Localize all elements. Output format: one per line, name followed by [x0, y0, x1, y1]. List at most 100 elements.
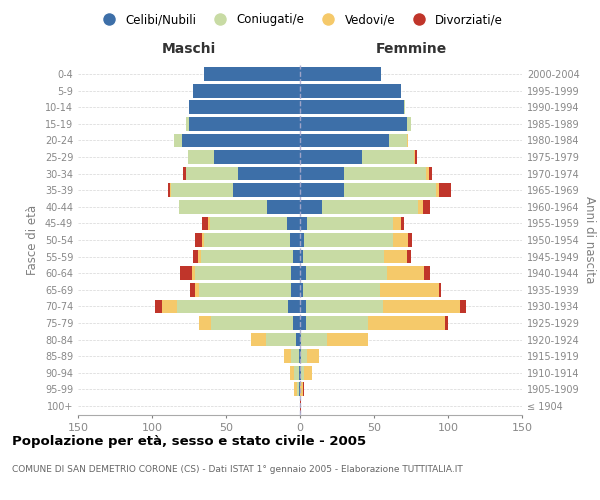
Bar — [208, 216, 210, 230]
Bar — [180, 266, 192, 280]
Bar — [201, 250, 293, 264]
Bar — [306, 266, 388, 280]
Bar — [189, 100, 300, 114]
Y-axis label: Fasce di età: Fasce di età — [26, 205, 39, 275]
Bar — [301, 350, 307, 363]
Bar — [183, 167, 186, 180]
Bar — [195, 266, 291, 280]
Bar — [155, 300, 163, 313]
Bar — [233, 184, 300, 197]
Legend: Celibi/Nubili, Coniugati/e, Vedovi/e, Divorziati/e: Celibi/Nubili, Coniugati/e, Vedovi/e, Di… — [92, 8, 508, 31]
Bar — [284, 350, 291, 363]
Bar — [192, 266, 195, 280]
Bar — [301, 366, 304, 380]
Bar — [344, 184, 436, 197]
Bar — [303, 382, 304, 396]
Bar — [195, 283, 199, 296]
Bar — [303, 250, 385, 264]
Bar — [170, 184, 171, 197]
Bar — [174, 134, 182, 147]
Bar — [300, 300, 306, 313]
Bar — [290, 366, 294, 380]
Bar — [177, 300, 288, 313]
Bar — [291, 266, 300, 280]
Bar — [307, 216, 393, 230]
Bar — [168, 184, 170, 197]
Bar — [445, 316, 448, 330]
Bar — [407, 134, 408, 147]
Bar — [189, 117, 300, 130]
Bar — [214, 150, 300, 164]
Y-axis label: Anni di nascita: Anni di nascita — [583, 196, 596, 284]
Text: Femmine: Femmine — [376, 42, 446, 56]
Bar — [380, 283, 439, 296]
Bar — [293, 250, 300, 264]
Bar — [407, 117, 411, 130]
Bar — [383, 300, 460, 313]
Bar — [300, 117, 407, 130]
Bar — [268, 200, 300, 213]
Bar — [300, 134, 389, 147]
Bar — [300, 399, 301, 412]
Bar — [238, 167, 300, 180]
Bar — [426, 167, 429, 180]
Bar — [415, 150, 417, 164]
Text: Popolazione per età, sesso e stato civile - 2005: Popolazione per età, sesso e stato civil… — [12, 435, 366, 448]
Bar — [188, 150, 214, 164]
Bar — [300, 233, 304, 247]
Bar — [300, 350, 301, 363]
Bar — [362, 150, 414, 164]
Bar — [182, 134, 300, 147]
Bar — [301, 332, 326, 346]
Bar — [202, 216, 208, 230]
Bar — [429, 167, 432, 180]
Bar — [401, 216, 404, 230]
Bar — [294, 382, 297, 396]
Bar — [300, 266, 306, 280]
Bar — [300, 200, 322, 213]
Bar — [460, 300, 466, 313]
Bar — [326, 332, 368, 346]
Bar — [293, 316, 300, 330]
Bar — [251, 332, 266, 346]
Bar — [291, 283, 300, 296]
Bar — [418, 200, 423, 213]
Bar — [300, 382, 303, 396]
Bar — [171, 184, 233, 197]
Bar — [198, 250, 201, 264]
Bar — [290, 233, 300, 247]
Bar — [211, 316, 293, 330]
Bar — [300, 316, 306, 330]
Bar — [389, 134, 407, 147]
Bar — [300, 332, 301, 346]
Bar — [210, 216, 287, 230]
Bar — [199, 316, 211, 330]
Bar — [288, 300, 300, 313]
Bar — [193, 84, 300, 98]
Text: Maschi: Maschi — [162, 42, 216, 56]
Bar — [299, 350, 300, 363]
Bar — [204, 233, 290, 247]
Bar — [204, 68, 300, 81]
Bar — [304, 233, 393, 247]
Bar — [193, 250, 198, 264]
Bar — [388, 266, 424, 280]
Bar — [344, 167, 426, 180]
Bar — [393, 233, 408, 247]
Bar — [291, 350, 299, 363]
Bar — [300, 184, 344, 197]
Bar — [414, 150, 415, 164]
Bar — [439, 184, 451, 197]
Bar — [306, 300, 383, 313]
Bar — [300, 283, 303, 296]
Bar — [423, 200, 430, 213]
Bar — [368, 316, 445, 330]
Bar — [299, 366, 300, 380]
Bar — [300, 68, 382, 81]
Bar — [300, 216, 307, 230]
Bar — [303, 283, 380, 296]
Bar — [179, 200, 268, 213]
Bar — [300, 100, 404, 114]
Bar — [408, 233, 412, 247]
Bar — [190, 283, 195, 296]
